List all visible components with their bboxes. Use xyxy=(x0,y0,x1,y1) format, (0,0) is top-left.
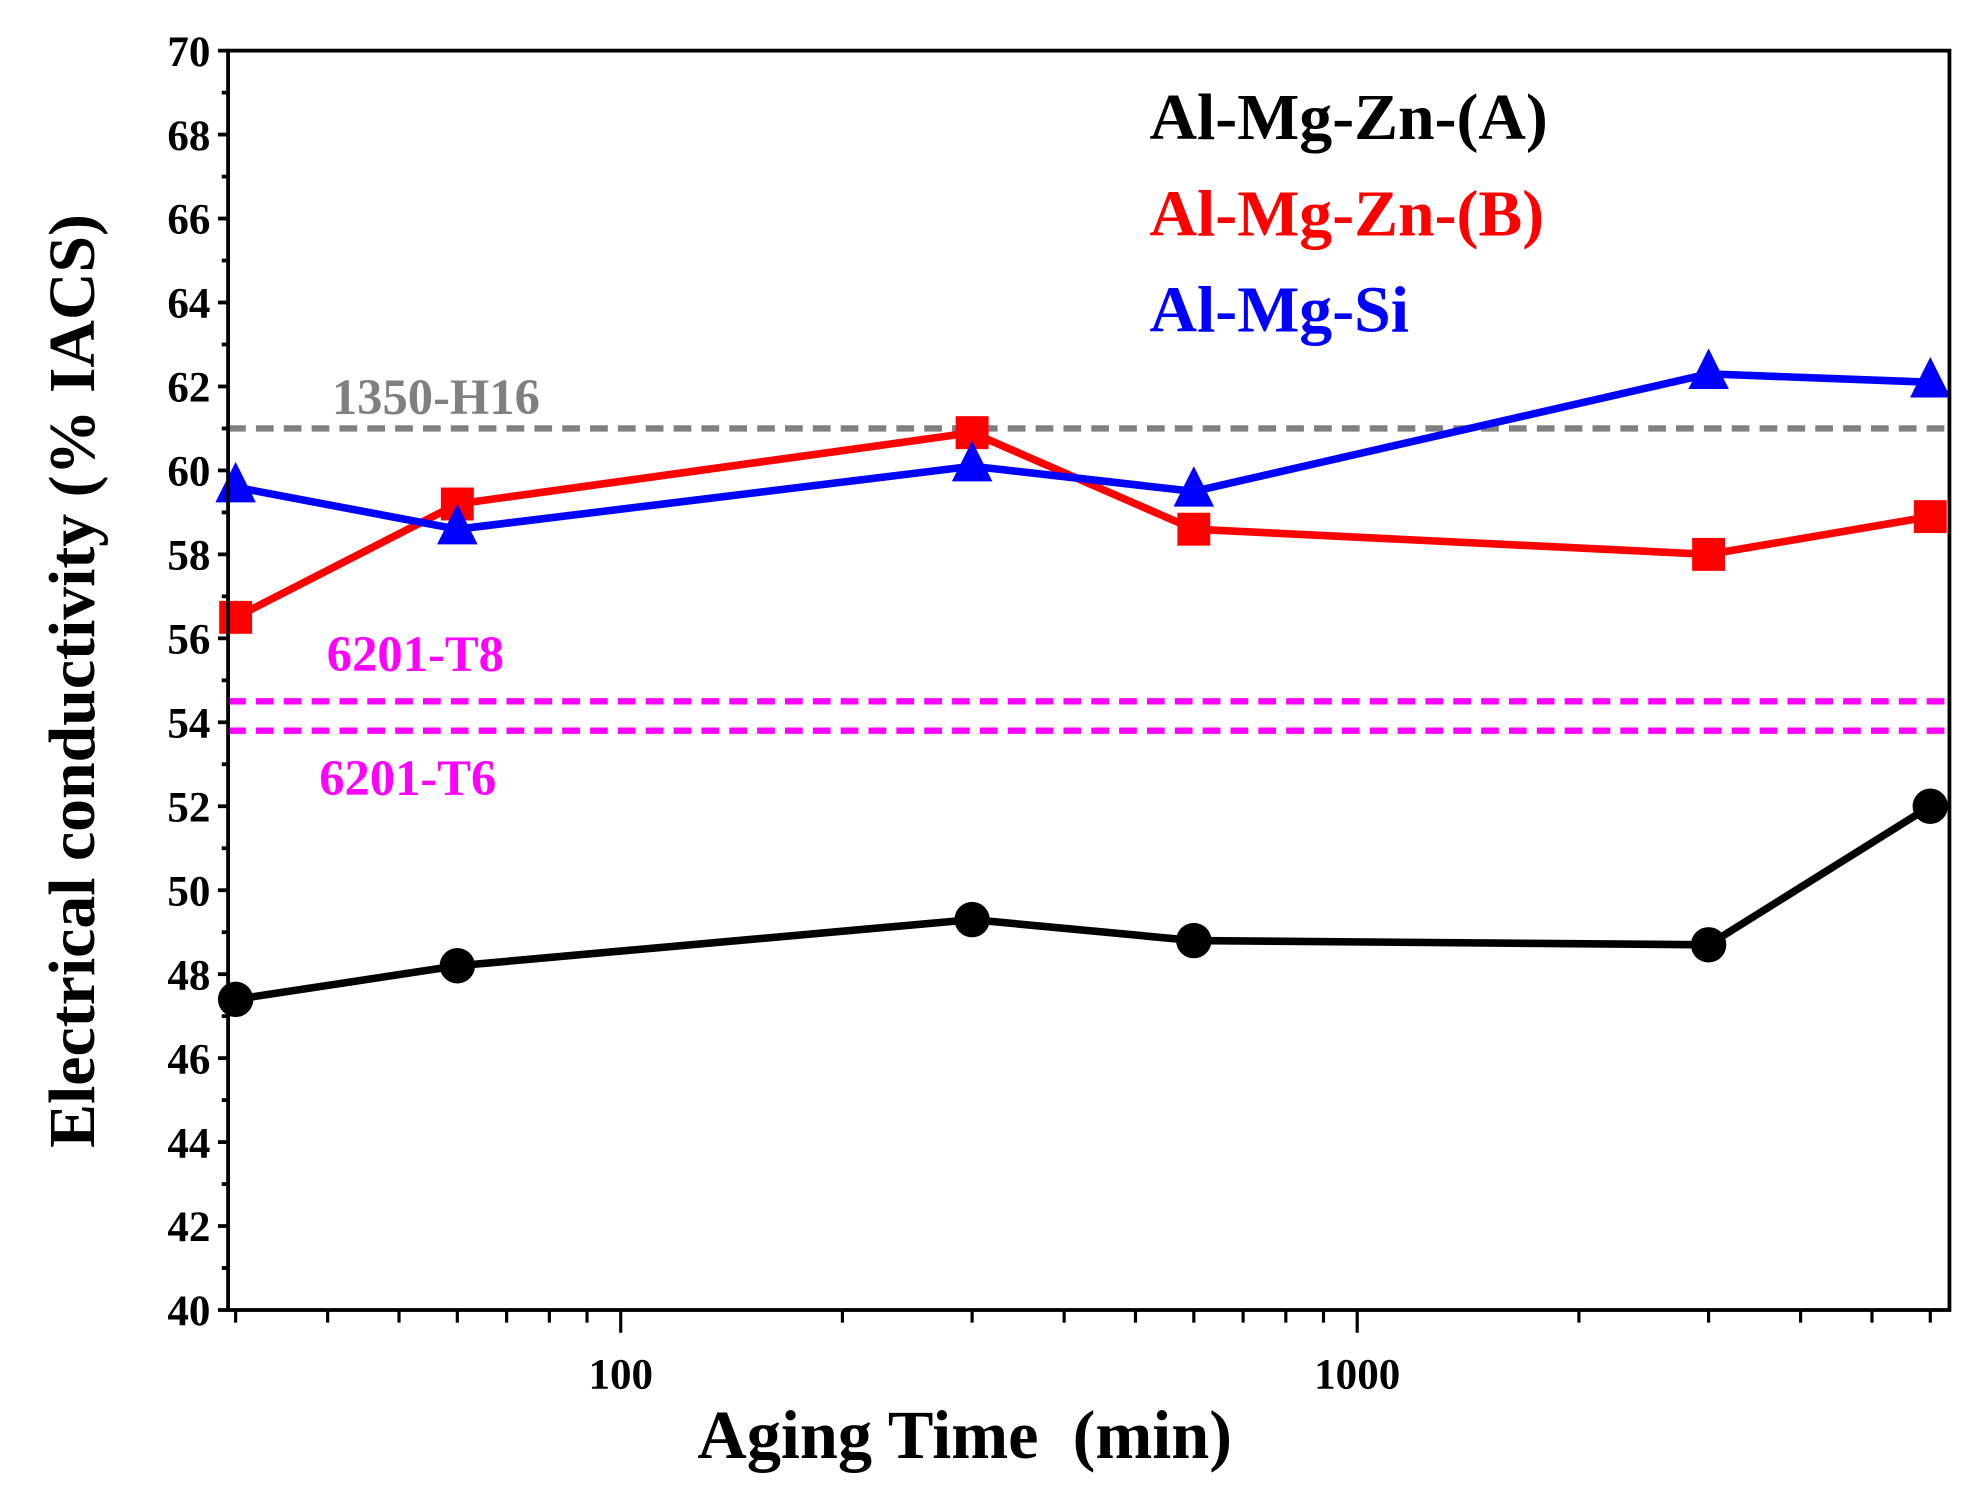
axis-ticks: 40 42 44 46 48 50 52 54 56 58 60 62 64 66 68 70 100 1000 xyxy=(167,29,1932,1398)
y-tick-label: 68 xyxy=(167,113,210,160)
y-tick-label: 54 xyxy=(167,700,210,747)
series-line xyxy=(234,370,1931,533)
y-tick-label: 56 xyxy=(167,617,210,664)
y-tick-label: 66 xyxy=(167,197,210,244)
ref-label-6201-t6: 6201-T6 xyxy=(319,750,496,806)
data-point xyxy=(1173,466,1215,507)
y-tick-label: 64 xyxy=(167,281,210,328)
data-point xyxy=(437,503,478,545)
y-tick-label: 60 xyxy=(167,449,210,496)
y-tick-label: 46 xyxy=(167,1036,210,1083)
y-tick-label: 48 xyxy=(167,952,210,999)
y-tick-label: 52 xyxy=(167,784,210,831)
y-tick-label: 58 xyxy=(167,533,210,580)
x-tick-label: 1000 xyxy=(1314,1351,1400,1398)
y-tick-label: 40 xyxy=(167,1288,210,1335)
legend-al-mg-si: Al-Mg-Si xyxy=(1150,274,1410,347)
x-tick-label: 100 xyxy=(588,1351,653,1398)
ref-label-6201-t8: 6201-T8 xyxy=(327,626,504,682)
plot-frame xyxy=(226,48,1952,1312)
data-point xyxy=(1910,356,1951,398)
ref-label-1350-h16: 1350-H16 xyxy=(332,369,540,425)
data-point xyxy=(215,461,256,503)
data-point xyxy=(1688,348,1729,390)
data-point xyxy=(219,600,253,634)
series-al-mg-si xyxy=(215,348,1951,545)
data-point xyxy=(954,901,990,938)
y-tick-label: 70 xyxy=(167,29,210,76)
y-tick-label: 62 xyxy=(167,365,210,412)
data-series xyxy=(215,348,1951,1018)
data-point xyxy=(951,440,993,482)
legend-al-mg-zn-a: Al-Mg-Zn-(A) xyxy=(1150,81,1548,154)
data-point xyxy=(1690,927,1727,963)
data-point xyxy=(1176,922,1212,959)
data-point xyxy=(1912,788,1949,824)
data-point xyxy=(217,981,254,1018)
series-al-mg-zn-a xyxy=(217,788,1949,1018)
series-line xyxy=(235,803,1933,1004)
legend-al-mg-zn-b: Al-Mg-Zn-(B) xyxy=(1150,177,1545,250)
y-tick-label: 44 xyxy=(167,1120,210,1167)
data-point xyxy=(1177,512,1211,546)
y-tick-label: 42 xyxy=(167,1204,210,1251)
data-point xyxy=(1692,537,1726,571)
y-axis-label: Electrical conductivity (% IACS) xyxy=(36,214,109,1148)
y-tick-label: 50 xyxy=(167,868,210,915)
x-axis-label: Aging Time (min) xyxy=(697,1397,1232,1473)
data-point xyxy=(439,948,476,984)
legend: Al-Mg-Zn-(A) Al-Mg-Zn-(B) Al-Mg-Si xyxy=(1150,81,1548,346)
reference-lines xyxy=(228,425,1950,734)
data-point xyxy=(1913,500,1947,534)
